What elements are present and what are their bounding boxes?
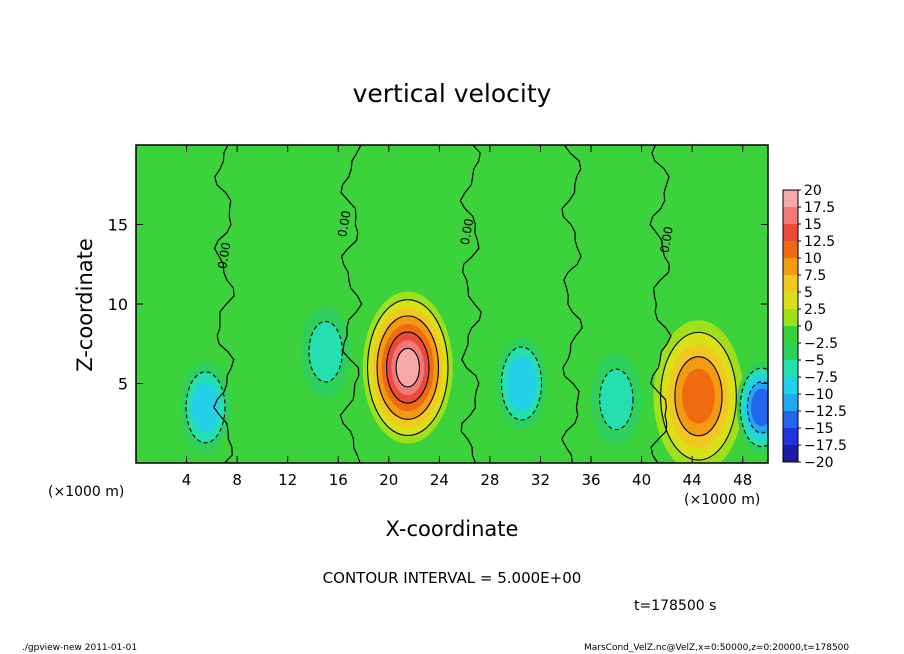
x-tick-label: 48: [733, 471, 752, 489]
footer-left: ./gpview-new 2011-01-01: [22, 643, 137, 653]
y-tick-label: 10: [108, 295, 128, 314]
colorbar-label: −15: [804, 421, 834, 437]
field-cell: [750, 388, 768, 427]
time-label: t=178500 s: [634, 598, 716, 614]
field-cell: [308, 321, 343, 382]
x-tick-label: 20: [379, 471, 398, 489]
x-tick-label: 32: [531, 471, 550, 489]
colorbar-label: 7.5: [804, 268, 826, 284]
colorbar-label: −2.5: [804, 336, 838, 352]
colorbar-cell: [783, 377, 798, 394]
contour-line: [395, 347, 420, 388]
colorbar-cell: [783, 258, 798, 275]
x-tick-label: 12: [278, 471, 297, 489]
contour-interval: CONTOUR INTERVAL = 5.000E+00: [323, 569, 582, 587]
colorbar-label: 15: [804, 217, 822, 233]
zero-contour: [339, 145, 363, 463]
y-axis: 5 10 15: [108, 216, 768, 394]
colorbar: 2017.51512.5107.552.50−2.5−5−7.5−10−12.5…: [782, 183, 847, 471]
colorbar-label: 5: [804, 285, 813, 301]
colorbar-label: −17.5: [804, 438, 847, 454]
colorbar-label: 20: [804, 183, 822, 199]
field-cell: [682, 368, 715, 424]
x-unit-right: (×1000 m): [684, 492, 760, 508]
colorbar-cell: [783, 360, 798, 377]
x-tick-label: 4: [182, 471, 192, 489]
contour-line: [366, 299, 449, 437]
field-cell: [396, 348, 420, 387]
y-tick-label: 5: [118, 375, 128, 394]
colorbar-cell: [783, 207, 798, 224]
colorbar-label: −12.5: [804, 404, 847, 420]
colorbar-cell: [783, 292, 798, 309]
contour-line: [386, 331, 430, 404]
x-tick-label: 16: [329, 471, 348, 489]
x-unit-left: (×1000 m): [48, 484, 124, 500]
colorbar-cell: [783, 326, 798, 343]
velocity-field: [180, 291, 768, 463]
colorbar-cell: [783, 411, 798, 428]
contour-line: [599, 368, 634, 431]
x-axis-label: X-coordinate: [386, 517, 519, 541]
field-cell: [191, 382, 220, 433]
colorbar-label: −10: [804, 387, 834, 403]
y-axis-label: Z-coordinate: [73, 238, 97, 372]
x-tick-label: 40: [632, 471, 651, 489]
colorbar-label: −5: [804, 353, 825, 369]
zero-contour: [649, 145, 672, 463]
colorbar-cell: [783, 224, 798, 241]
zero-contour: [459, 145, 482, 463]
contour-line: [185, 371, 226, 444]
colorbar-cell: [783, 343, 798, 360]
colorbar-label: 17.5: [804, 200, 835, 216]
contour-line: [746, 381, 768, 434]
footer-right: MarsCond_VelZ.nc@VelZ,x=0:50000,z=0:2000…: [584, 643, 849, 653]
field-cell: [599, 369, 633, 430]
colorbar-label: −7.5: [804, 370, 838, 386]
colorbar-cell: [783, 190, 798, 207]
x-tick-label: 28: [480, 471, 499, 489]
colorbar-label: 12.5: [804, 234, 835, 250]
colorbar-label: 2.5: [804, 302, 826, 318]
x-tick-label: 36: [581, 471, 600, 489]
colorbar-cell: [783, 445, 798, 462]
x-tick-label: 44: [683, 471, 702, 489]
colorbar-cell: [783, 241, 798, 258]
colorbar-cell: [783, 275, 798, 292]
colorbar-cell: [783, 309, 798, 326]
contour-line: [376, 315, 440, 420]
contour-label: 0.00: [335, 209, 353, 238]
contour-line: [308, 320, 343, 383]
zero-contour: [561, 145, 583, 463]
x-axis: 4 8 12 16 20 24 28 32 36 40 44 48: [182, 145, 752, 489]
contour-label: 0.00: [658, 225, 676, 254]
zero-contour: [213, 145, 235, 463]
contour-lines: [185, 145, 768, 463]
colorbar-label: 0: [804, 319, 813, 335]
colorbar-label: −20: [804, 455, 834, 471]
contour-label: 0.00: [458, 217, 476, 246]
plot-area: 0.00 0.00 0.00 0.00: [135, 144, 769, 464]
chart-title: vertical velocity: [353, 79, 552, 108]
contour-label: 0.00: [215, 241, 233, 270]
x-tick-label: 8: [232, 471, 242, 489]
colorbar-cell: [783, 428, 798, 445]
contour-line: [500, 346, 543, 421]
contour-line: [660, 331, 737, 461]
colorbar-label: 10: [804, 251, 822, 267]
contour-labels: 0.00 0.00 0.00 0.00: [215, 209, 676, 270]
x-tick-label: 24: [430, 471, 449, 489]
contour-line: [674, 356, 723, 437]
y-tick-label: 15: [108, 216, 128, 235]
colorbar-cell: [783, 394, 798, 411]
field-cell: [506, 356, 537, 411]
